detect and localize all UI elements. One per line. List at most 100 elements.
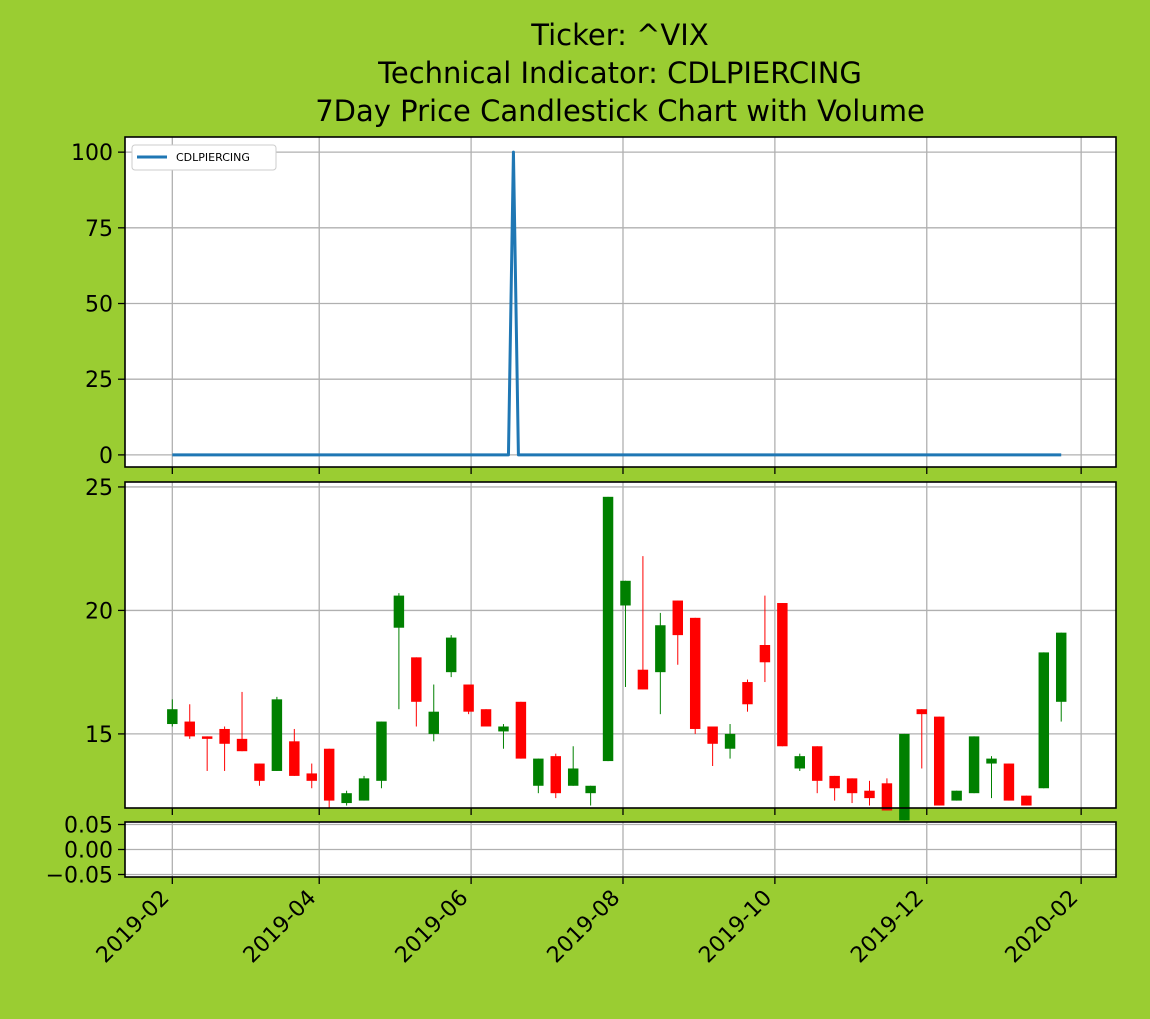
candle-down [463,684,474,715]
candle-body [933,716,945,806]
candle-up [358,775,370,801]
candle-up [428,684,439,742]
candle-body [463,684,474,712]
candle-body [341,793,352,804]
candle-up [1055,632,1067,722]
candle-down [637,556,649,690]
candle-down [846,778,858,804]
indicator-panel: 0 25 50 75 100 CDLPIERCING [71,136,1117,474]
candle-body [829,775,840,789]
candle-down [829,775,840,801]
candle-down [811,746,823,794]
y-tick-label: 100 [71,141,113,166]
candle-body [689,617,701,729]
candle-body [620,580,631,606]
candle-up [393,593,405,710]
candle-body [724,733,736,749]
candle-up [968,736,980,794]
candle-down [759,595,771,683]
candle-body [811,746,823,781]
candle-body [864,790,875,799]
legend-box [131,144,277,171]
axes-frame [124,821,1117,878]
candle-body [1055,632,1067,702]
candle-down [689,617,701,734]
title-line-3: 7Day Price Candlestick Chart with Volume [315,94,925,128]
candle-down [881,778,893,811]
y-tick-label: 25 [85,368,113,393]
candle-body [184,721,195,737]
candle-body [515,701,527,759]
candle-down [480,709,492,727]
candle-down [933,716,945,806]
candle-down [1021,795,1032,806]
candle-body [358,778,370,801]
candle-up [620,580,631,687]
x-tick-label: 2019-10 [694,886,777,969]
candle-body [1038,652,1050,789]
x-tick-label: 2019-06 [391,886,474,969]
candle-body [986,758,997,764]
candle-up [445,635,457,678]
chart-title: Ticker: ^VIX Technical Indicator: CDLPIER… [315,18,925,128]
candle-down [1003,763,1015,801]
candle-body [376,721,387,781]
candle-down [254,763,265,786]
y-tick-label: −0.05 [46,864,113,889]
series-line-cdlpiercing [172,150,1062,457]
candle-body [323,748,335,801]
candle-down [707,726,718,767]
y-tick-label: 0.05 [64,814,113,839]
y-tick-label: 15 [85,723,113,748]
candle-up [498,724,509,749]
candle-body [916,709,928,715]
candle-body [219,728,230,744]
candle-body [968,736,980,794]
candle-body [742,682,753,705]
candle-body [393,595,405,628]
candle-up [376,721,387,789]
candle-down [916,709,928,769]
candle-body [533,758,544,786]
candle-down [777,603,788,747]
legend: CDLPIERCING [131,144,277,171]
axes-frame [124,136,1117,468]
y-tick-label: 75 [85,217,113,242]
y-tick-label: 0 [99,444,113,469]
candle-down [236,691,248,752]
y-tick-label: 25 [85,476,113,501]
candle-up [951,790,962,801]
candle-up [341,790,352,806]
candle-down [672,600,683,665]
price-panel: 15 20 25 [85,476,1117,821]
y-tick-label: 50 [85,293,113,318]
plot-area [125,137,1116,467]
candle-down [201,736,213,771]
title-line-1: Ticker: ^VIX [530,18,708,52]
y-tick-label: 0.00 [64,839,113,864]
candle-body [306,773,317,781]
candle-body [271,699,283,771]
x-tick-label: 2019-04 [239,886,322,969]
x-tick-label: 2020-02 [1001,886,1084,969]
candle-down [411,657,422,727]
title-line-2: Technical Indicator: CDLPIERCING [377,56,862,90]
axes-frame [124,481,1117,809]
x-tick-label: 2019-12 [846,886,929,969]
candle-body [201,736,213,739]
candle-body [567,768,579,786]
candle-up [794,753,806,771]
y-tick-label: 20 [85,599,113,624]
candle-up [567,746,579,786]
candle-body [498,726,509,732]
candle-body [480,709,492,727]
candle-body [445,637,457,673]
candle-body [585,785,596,794]
x-tick-label: 2019-08 [543,886,626,969]
candle-up [585,785,596,806]
candle-body [881,783,893,811]
candle-body [254,763,265,781]
candle-body [951,790,962,801]
